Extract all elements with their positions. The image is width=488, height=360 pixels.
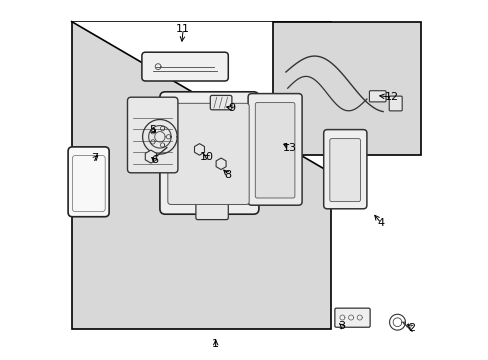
FancyBboxPatch shape <box>329 139 360 202</box>
Text: 3: 3 <box>338 321 345 331</box>
FancyBboxPatch shape <box>167 103 249 204</box>
FancyBboxPatch shape <box>210 95 231 110</box>
Polygon shape <box>72 22 330 329</box>
Polygon shape <box>216 158 225 170</box>
Text: 4: 4 <box>377 218 384 228</box>
Text: 11: 11 <box>176 24 190 34</box>
FancyBboxPatch shape <box>127 97 178 173</box>
Polygon shape <box>194 144 204 155</box>
FancyBboxPatch shape <box>255 103 294 198</box>
Text: 10: 10 <box>199 152 213 162</box>
Text: 1: 1 <box>212 339 219 349</box>
Text: 5: 5 <box>149 125 156 135</box>
Text: 7: 7 <box>91 153 99 163</box>
FancyBboxPatch shape <box>68 147 109 217</box>
FancyBboxPatch shape <box>323 130 366 209</box>
Polygon shape <box>145 150 156 163</box>
FancyBboxPatch shape <box>368 91 385 102</box>
FancyBboxPatch shape <box>196 202 228 220</box>
FancyBboxPatch shape <box>247 94 302 205</box>
FancyBboxPatch shape <box>334 308 369 327</box>
Text: 6: 6 <box>151 155 158 165</box>
Text: 12: 12 <box>384 92 398 102</box>
FancyBboxPatch shape <box>142 52 228 81</box>
Bar <box>273 22 420 155</box>
Text: 2: 2 <box>407 323 415 333</box>
Text: 8: 8 <box>224 170 231 180</box>
Text: 13: 13 <box>282 143 296 153</box>
Polygon shape <box>72 22 330 173</box>
Text: 9: 9 <box>228 103 235 113</box>
FancyBboxPatch shape <box>160 92 258 214</box>
FancyBboxPatch shape <box>388 96 401 111</box>
